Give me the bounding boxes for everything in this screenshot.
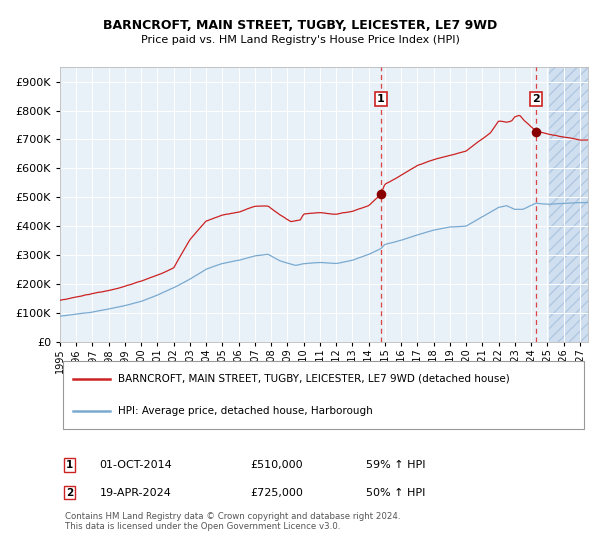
Text: 59% ↑ HPI: 59% ↑ HPI <box>366 460 426 470</box>
Text: 50% ↑ HPI: 50% ↑ HPI <box>366 488 425 497</box>
Text: £725,000: £725,000 <box>250 488 303 497</box>
Point <box>531 128 541 137</box>
Point <box>376 190 386 199</box>
Text: 1: 1 <box>66 460 73 470</box>
Text: Price paid vs. HM Land Registry's House Price Index (HPI): Price paid vs. HM Land Registry's House … <box>140 35 460 45</box>
Text: BARNCROFT, MAIN STREET, TUGBY, LEICESTER, LE7 9WD (detached house): BARNCROFT, MAIN STREET, TUGBY, LEICESTER… <box>118 374 510 384</box>
Text: BARNCROFT, MAIN STREET, TUGBY, LEICESTER, LE7 9WD: BARNCROFT, MAIN STREET, TUGBY, LEICESTER… <box>103 18 497 32</box>
Text: £510,000: £510,000 <box>250 460 303 470</box>
Text: 01-OCT-2014: 01-OCT-2014 <box>100 460 172 470</box>
Text: 1: 1 <box>377 94 385 104</box>
Text: 2: 2 <box>66 488 73 497</box>
Text: HPI: Average price, detached house, Harborough: HPI: Average price, detached house, Harb… <box>118 406 373 416</box>
Text: This data is licensed under the Open Government Licence v3.0.: This data is licensed under the Open Gov… <box>65 521 341 531</box>
Text: Contains HM Land Registry data © Crown copyright and database right 2024.: Contains HM Land Registry data © Crown c… <box>65 512 401 521</box>
FancyBboxPatch shape <box>62 361 584 429</box>
Text: 2: 2 <box>532 94 540 104</box>
Text: 19-APR-2024: 19-APR-2024 <box>100 488 172 497</box>
